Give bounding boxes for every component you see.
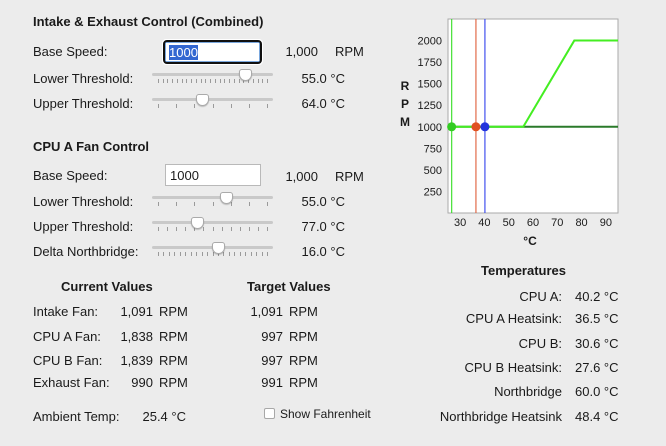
current-row-unit: RPM: [159, 353, 188, 368]
cpu-a-lower-threshold-slider[interactable]: [152, 192, 273, 208]
slider-knob[interactable]: [191, 217, 205, 229]
current-row-label: Intake Fan:: [33, 304, 99, 319]
temp-row-value: 60.0 °C: [575, 384, 619, 399]
chart-data-point: [480, 122, 490, 132]
current-row-value: 1,839: [120, 353, 153, 368]
chart-y-axis-label-letter: M: [400, 115, 410, 129]
combined-lower-threshold-value: 55.0 °C: [301, 71, 345, 86]
target-row-value: 991: [261, 375, 283, 390]
combined-base-speed-unit: RPM: [335, 44, 364, 59]
chart-x-axis-label: °C: [523, 234, 537, 248]
chart-x-tick-label: 90: [600, 217, 612, 229]
chart-x-tick-label: 60: [527, 217, 539, 229]
target-row-value: 997: [261, 329, 283, 344]
slider-knob[interactable]: [220, 192, 234, 204]
chart-x-tick-label: 40: [478, 217, 490, 229]
current-row-label: CPU A Fan:: [33, 329, 101, 344]
chart-y-tick-label: 1750: [418, 57, 442, 69]
temp-row-value: 27.6 °C: [575, 360, 619, 375]
cpu-a-lower-threshold-label: Lower Threshold:: [33, 194, 134, 209]
chart-x-tick-label: 30: [454, 217, 466, 229]
cpu-a-base-speed-unit: RPM: [335, 169, 364, 184]
combined-lower-threshold-slider[interactable]: [152, 69, 273, 85]
chart-series-line: [448, 39, 618, 128]
current-row-value: 1,091: [120, 304, 153, 319]
ambient-temp-value: 25.4 °C: [142, 409, 186, 424]
chart-x-tick-label: 70: [551, 217, 563, 229]
combined-upper-threshold-value: 64.0 °C: [301, 96, 345, 111]
chart-y-tick-label: 500: [424, 165, 442, 177]
current-row-value: 1,838: [120, 329, 153, 344]
ambient-temp-label: Ambient Temp:: [33, 409, 120, 424]
current-row-unit: RPM: [159, 304, 188, 319]
current-row-value: 990: [131, 375, 153, 390]
chart-x-tick-label: 80: [575, 217, 587, 229]
current-values-title: Current Values: [61, 279, 153, 294]
target-row-unit: RPM: [289, 353, 318, 368]
show-fahrenheit-checkbox[interactable]: [264, 408, 275, 419]
combined-upper-threshold-slider[interactable]: [152, 94, 273, 110]
temp-row-label: CPU B:: [518, 336, 562, 351]
target-row-unit: RPM: [289, 329, 318, 344]
temperatures-title: Temperatures: [481, 263, 567, 278]
current-row-label: Exhaust Fan:: [33, 375, 110, 390]
slider-knob[interactable]: [211, 242, 225, 254]
slider-knob[interactable]: [239, 69, 253, 81]
combined-base-speed-value: 1,000: [285, 44, 318, 59]
target-row-unit: RPM: [289, 304, 318, 319]
temp-row-value: 40.2 °C: [575, 289, 619, 304]
chart-y-tick-label: 2000: [418, 36, 442, 48]
cpu-a-delta-northbridge-label: Delta Northbridge:: [33, 244, 139, 259]
cpu-a-upper-threshold-slider[interactable]: [152, 217, 273, 233]
temp-row-label: Northbridge Heatsink: [439, 409, 562, 424]
target-values-title: Target Values: [247, 279, 331, 294]
chart-y-tick-label: 1000: [418, 122, 442, 134]
show-fahrenheit-label[interactable]: Show Fahrenheit: [280, 407, 371, 421]
chart-y-axis-label-letter: R: [401, 79, 410, 93]
chart-y-tick-label: 750: [424, 143, 442, 155]
cpu-a-base-speed-input[interactable]: [165, 164, 261, 186]
temp-row-label: CPU B Heatsink:: [464, 360, 562, 375]
chart-y-tick-label: 1500: [418, 79, 442, 91]
chart-y-tick-label: 250: [424, 186, 442, 198]
cpu-a-base-speed-value: 1,000: [285, 169, 318, 184]
combined-upper-threshold-label: Upper Threshold:: [33, 96, 134, 111]
target-row-unit: RPM: [289, 375, 318, 390]
target-row-value: 1,091: [250, 304, 283, 319]
cpu-a-base-speed-label: Base Speed:: [33, 168, 108, 183]
current-row-unit: RPM: [159, 329, 188, 344]
current-row-unit: RPM: [159, 375, 188, 390]
temp-row-label: Northbridge: [494, 384, 562, 399]
temp-row-value: 30.6 °C: [575, 336, 619, 351]
chart-x-tick-label: 50: [503, 217, 515, 229]
cpu-a-delta-northbridge-slider[interactable]: [152, 242, 273, 258]
cpu-a-delta-northbridge-value: 16.0 °C: [301, 244, 345, 259]
combined-lower-threshold-label: Lower Threshold:: [33, 71, 134, 86]
target-row-value: 997: [261, 353, 283, 368]
current-row-label: CPU B Fan:: [33, 353, 103, 368]
chart-y-tick-label: 1250: [418, 100, 442, 112]
chart-y-axis-label-letter: P: [401, 97, 409, 111]
temp-row-value: 36.5 °C: [575, 311, 619, 326]
combined-base-speed-label: Base Speed:: [33, 44, 108, 59]
cpu-a-lower-threshold-value: 55.0 °C: [301, 194, 345, 209]
chart-data-point: [447, 122, 457, 132]
slider-knob[interactable]: [195, 94, 209, 106]
cpu-a-upper-threshold-value: 77.0 °C: [301, 219, 345, 234]
chart-plot-area: [447, 18, 619, 214]
chart-data-point: [471, 122, 481, 132]
temp-row-value: 48.4 °C: [575, 409, 619, 424]
cpu-a-section-title: CPU A Fan Control: [33, 139, 150, 154]
temp-row-label: CPU A:: [519, 289, 562, 304]
cpu-a-upper-threshold-label: Upper Threshold:: [33, 219, 134, 234]
temp-row-label: CPU A Heatsink:: [465, 311, 562, 326]
combined-section-title: Intake & Exhaust Control (Combined): [33, 14, 264, 29]
combined-base-speed-input[interactable]: [162, 39, 263, 65]
